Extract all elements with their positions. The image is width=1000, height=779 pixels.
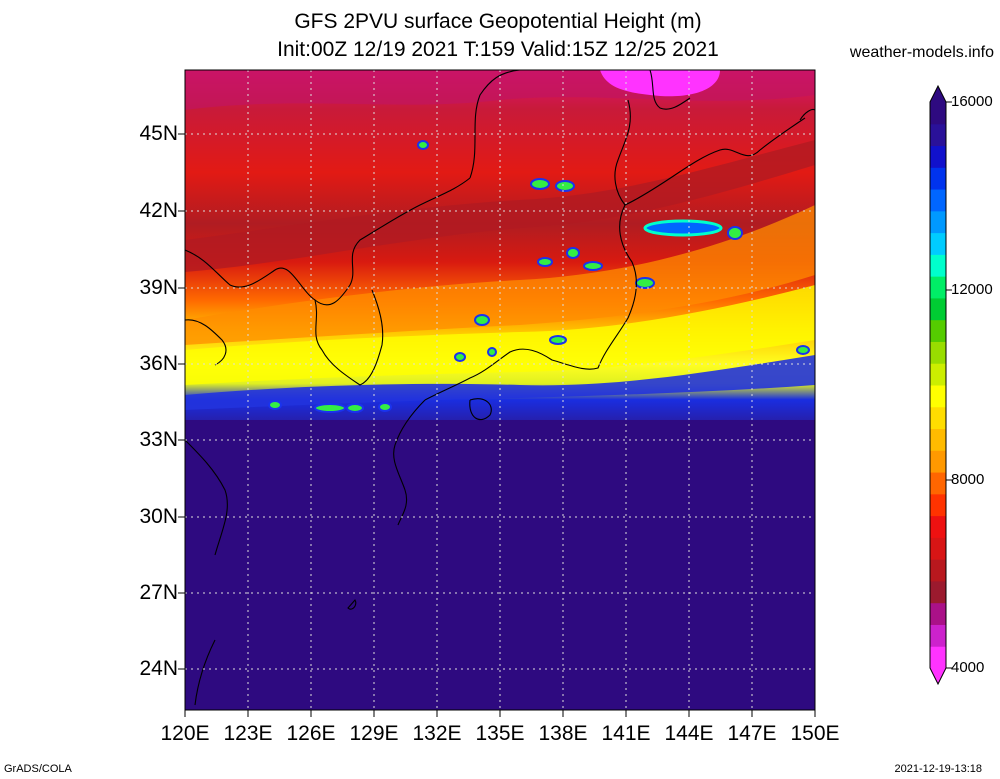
colorbar-swatch [930,102,946,125]
lat-label-33N: 33N [139,428,178,451]
lon-label-138E: 138E [538,722,588,745]
colorbar-swatch [930,210,946,234]
colorbar-swatch [930,580,946,604]
lat-label-24N: 24N [139,657,178,680]
colorbar-swatch [930,624,946,647]
coastlines [185,70,815,706]
lat-label-36N: 36N [139,352,178,375]
colorbar [929,84,947,686]
colorbar-swatch [930,254,946,277]
colorbar-arrow-bottom [930,668,946,684]
lat-label-27N: 27N [139,581,178,604]
colorbar-label-8000: 8000 [951,471,985,488]
footer-software-label: GrADS/COLA [4,763,72,775]
colorbar-swatch [930,123,946,147]
colorbar-swatch [930,515,946,538]
colorbar-arrow-top [930,86,946,102]
lon-label-120E: 120E [160,722,210,745]
axis-ticks [178,133,816,717]
colorbar-ticks [946,101,952,669]
lat-label-30N: 30N [139,505,178,528]
colorbar-swatch [930,559,946,582]
contour-blobs [268,140,810,413]
colorbar-swatch [930,363,946,386]
lon-label-150E: 150E [790,722,840,745]
colorbar-swatch [930,646,946,669]
lon-label-123E: 123E [223,722,273,745]
colorbar-swatch [930,145,946,168]
colorbar-swatch [930,602,946,625]
colorbar-swatch [930,450,946,473]
lat-label-39N: 39N [139,276,178,299]
lon-label-147E: 147E [727,722,777,745]
colorbar-swatch [930,341,946,364]
source-label: weather-models.info [849,44,994,61]
grid-lines [185,70,815,710]
colorbar-swatch [930,537,946,560]
colorbar-swatch [930,297,946,321]
lon-label-135E: 135E [475,722,525,745]
colorbar-swatch [930,406,946,430]
colorbar-swatch [930,232,946,255]
lat-label-42N: 42N [139,199,178,222]
chart-title: GFS 2PVU surface Geopotential Height (m) [294,10,702,33]
lon-label-126E: 126E [286,722,336,745]
colorbar-label-16000: 16000 [951,93,993,110]
colorbar-swatch [930,472,946,495]
colorbar-swatch [930,189,946,212]
colorbar-swatch [930,428,946,451]
lon-label-144E: 144E [664,722,714,745]
colorbar-label-12000: 12000 [951,281,993,298]
lon-label-132E: 132E [412,722,462,745]
colorbar-label-4000: 4000 [951,659,985,676]
colorbar-swatch [930,385,946,408]
chart-subtitle: Init:00Z 12/19 2021 T:159 Valid:15Z 12/2… [277,38,719,61]
colorbar-swatch [930,276,946,299]
colorbar-swatch [930,167,946,190]
lat-label-45N: 45N [139,122,178,145]
colorbar-swatch [930,493,946,517]
footer-timestamp: 2021-12-19-13:18 [894,763,982,775]
colorbar-swatch [930,319,946,342]
lon-label-129E: 129E [349,722,399,745]
lon-label-141E: 141E [601,722,651,745]
height-field [185,70,815,710]
